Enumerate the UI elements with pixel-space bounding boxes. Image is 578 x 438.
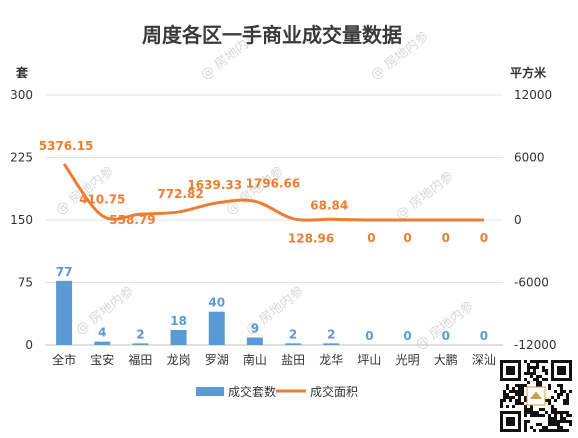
left-axis-ticks: 0 75 150 225 300 [10, 88, 33, 352]
line-data-label: 68.84 [310, 198, 348, 212]
category-label: 罗湖 [205, 352, 229, 367]
left-tick-label: 75 [18, 276, 33, 290]
category-label: 龙岗 [167, 353, 191, 367]
category-labels: 全市 宝安 福田 龙岗 罗湖 南山 盐田 龙华 坪山 光明 大鹏 深汕 [52, 352, 496, 367]
watermark: @ 房地内参 [393, 168, 457, 223]
left-tick-label: 0 [25, 338, 33, 352]
category-label: 深汕 [472, 353, 496, 367]
category-label: 全市 [52, 352, 76, 367]
right-tick-label: -6000 [514, 276, 549, 290]
left-tick-label: 225 [10, 151, 33, 165]
category-label: 宝安 [90, 352, 114, 367]
line-data-label: 5376.15 [39, 139, 94, 153]
right-axis-unit: 平方米 [510, 65, 547, 80]
bar-data-label: 2 [327, 327, 335, 341]
bar [285, 343, 302, 345]
bar-data-label: 2 [289, 327, 297, 341]
bar-data-label: 0 [365, 329, 373, 343]
category-label: 大鹏 [434, 353, 458, 367]
line-series [62, 163, 484, 222]
legend-bar-label: 成交套数 [228, 384, 276, 399]
bar [94, 341, 111, 345]
bar [323, 343, 340, 345]
bar-data-label: 0 [480, 329, 488, 343]
bar [132, 343, 149, 345]
category-label: 福田 [128, 352, 152, 367]
line-data-label: 410.75 [79, 193, 125, 207]
category-label: 光明 [396, 353, 420, 367]
left-tick-label: 150 [10, 213, 33, 227]
left-tick-label: 300 [10, 88, 33, 102]
qr-code-icon [498, 358, 574, 434]
bar-data-label: 9 [251, 322, 259, 336]
watermark: @ 房地内参 [53, 163, 117, 218]
line-data-label: 0 [403, 231, 411, 245]
legend-line-label: 成交面积 [310, 384, 358, 399]
watermarks: @ 房地内参 @ 房地内参@ 房地内参 @ 房地内参 @ 房地内参@ 房地内参 @ 房地… [53, 28, 477, 353]
line-data-label: 0 [442, 231, 450, 245]
right-tick-label: -12000 [514, 338, 557, 352]
bar [170, 330, 187, 345]
category-label: 龙华 [319, 353, 343, 367]
line-data-label: 558.79 [109, 213, 155, 227]
bar-data-label: 18 [170, 314, 187, 328]
bar-data-label: 77 [56, 265, 73, 279]
right-tick-label: 0 [514, 213, 522, 227]
category-label: 盐田 [281, 353, 305, 367]
left-axis-unit: 套 [15, 65, 29, 80]
line-data-label: 772.82 [157, 187, 203, 201]
bar [208, 311, 225, 345]
line-data-label: 128.96 [288, 232, 334, 246]
series-line [62, 163, 484, 222]
bar-series [56, 280, 340, 345]
right-axis-ticks: -12000 -6000 0 6000 12000 [514, 88, 557, 352]
legend: 成交套数 成交面积 [196, 384, 358, 399]
right-tick-label: 6000 [514, 151, 545, 165]
bar-data-label: 4 [98, 326, 106, 340]
bar-data-labels: 77 4 2 18 40 9 2 2 0 0 0 0 [56, 265, 488, 343]
line-data-label: 1639.33 [187, 178, 242, 192]
legend-bar-swatch [196, 387, 224, 396]
line-data-label: 0 [480, 231, 488, 245]
category-label: 南山 [243, 352, 267, 367]
line-data-label: 1796.66 [246, 176, 301, 190]
bar [56, 280, 73, 345]
gridlines [45, 94, 503, 346]
right-tick-label: 12000 [514, 88, 552, 102]
bar-data-label: 0 [442, 329, 450, 343]
bar-data-label: 2 [136, 327, 144, 341]
bar-data-label: 40 [208, 296, 225, 310]
category-label: 坪山 [357, 353, 381, 367]
chart-title: 周度各区一手商业成交量数据 [142, 23, 402, 47]
line-data-label: 0 [367, 231, 375, 245]
bar-data-label: 0 [403, 329, 411, 343]
bar [246, 337, 263, 345]
